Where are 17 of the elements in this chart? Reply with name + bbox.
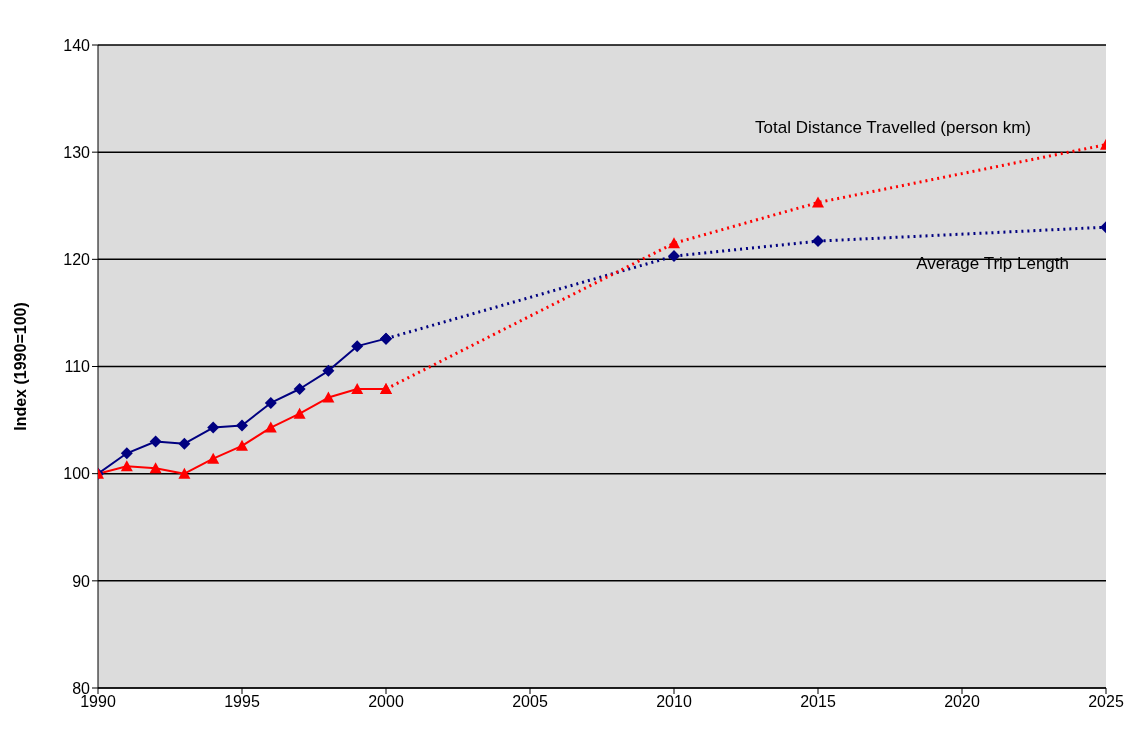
- y-tick-label: 140: [63, 36, 91, 54]
- x-tick-label: 2025: [1088, 693, 1124, 711]
- x-tick-label: 2005: [512, 693, 548, 711]
- series-label: Average Trip Length: [916, 254, 1069, 274]
- x-tick-label: 2010: [656, 693, 692, 711]
- y-tick-label: 90: [72, 572, 91, 590]
- y-axis-title: Index (1990=100): [11, 302, 29, 431]
- x-tick-label: 1990: [80, 693, 116, 711]
- y-tick-label: 110: [64, 358, 91, 376]
- y-tick-label: 120: [63, 251, 91, 269]
- x-tick-label: 2015: [800, 693, 836, 711]
- x-tick-label: 2020: [944, 693, 980, 711]
- series-label: Total Distance Travelled (person km): [755, 117, 1031, 137]
- x-tick-label: 2000: [368, 693, 404, 711]
- y-tick-label: 100: [63, 465, 91, 483]
- y-tick-label: 130: [63, 143, 91, 161]
- x-tick-label: 1995: [224, 693, 260, 711]
